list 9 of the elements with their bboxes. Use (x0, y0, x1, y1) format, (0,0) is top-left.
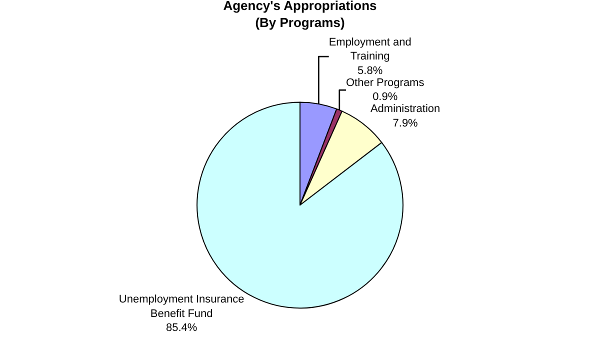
slice-label: Employment and Training (328, 36, 412, 63)
slice-label: Other Programs (346, 76, 425, 89)
slice-label: Unemployment Insurance Benefit Fund (118, 294, 244, 320)
slice-label: Administration (370, 103, 440, 116)
data-label: 85.4% (166, 322, 198, 334)
data-label: 7.9% (392, 117, 418, 130)
chart-title: Agency's Appropriations (By Programs) (223, 0, 377, 30)
data-label: 0.9% (372, 91, 398, 104)
data-label: 5.8% (358, 64, 383, 77)
